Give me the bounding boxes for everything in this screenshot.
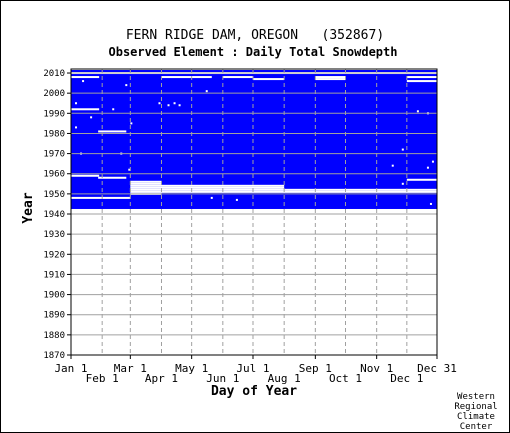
- missing-data-speck: [205, 90, 208, 93]
- missing-data-gap: [406, 80, 439, 83]
- y-tick-label: 1910: [43, 270, 65, 280]
- y-tick-label: 1970: [43, 150, 65, 160]
- y-tick-label: 1900: [43, 291, 65, 301]
- missing-data-gap: [71, 174, 100, 177]
- missing-data-gap: [71, 108, 100, 111]
- missing-data-speck: [128, 168, 131, 171]
- x-axis-ticks: Jan 1 Mar 1 May 1 Jul 1 Sep 1 Nov 1 Dec 31 Feb …: [54, 355, 457, 385]
- missing-data-gap: [252, 78, 285, 81]
- y-tick-label: 2010: [43, 69, 65, 79]
- missing-data-speck: [75, 126, 78, 129]
- data-coverage-layer: [71, 70, 439, 211]
- missing-data-gap: [71, 76, 100, 79]
- missing-data-gap: [130, 186, 285, 189]
- missing-data-speck: [416, 110, 419, 113]
- x-axis-label: Day of Year: [211, 384, 297, 399]
- y-tick-label: 1960: [43, 170, 65, 180]
- missing-data-gap: [284, 208, 316, 211]
- y-axis-ticks: 1870 1880 1890 1900 1910 1920 1930 1940 1950 1960…: [43, 69, 71, 361]
- missing-data-speck: [158, 102, 161, 105]
- missing-data-gap: [222, 76, 253, 79]
- chart-subtitle: Observed Element : Daily Total Snowdepth: [109, 45, 398, 59]
- missing-data-gap: [71, 196, 131, 199]
- missing-data-speck: [112, 108, 115, 111]
- credit-line-3: Climate: [457, 412, 495, 422]
- x-tick-label: Aug 1: [268, 372, 301, 385]
- y-tick-label: 2000: [43, 89, 65, 99]
- y-tick-label: 1880: [43, 331, 65, 341]
- x-tick-label: Feb 1: [86, 372, 119, 385]
- missing-data-speck: [235, 198, 238, 201]
- missing-data-speck: [401, 148, 404, 151]
- plot-area-border: [70, 68, 438, 356]
- y-tick-label: 1990: [43, 109, 65, 119]
- y-tick-label: 1950: [43, 190, 65, 200]
- missing-data-speck: [401, 182, 404, 185]
- y-tick-label: 1930: [43, 230, 65, 240]
- missing-data-speck: [431, 160, 434, 163]
- missing-data-speck: [429, 202, 432, 205]
- y-tick-label: 1980: [43, 129, 65, 139]
- x-tick-label: Dec 1: [390, 372, 423, 385]
- missing-data-speck: [125, 84, 128, 87]
- x-tick-label: Jan 1: [54, 362, 87, 375]
- missing-data-speck: [178, 104, 181, 107]
- x-tick-label: Jun 1: [206, 372, 239, 385]
- missing-data-gap: [130, 182, 162, 185]
- missing-data-speck: [426, 166, 429, 169]
- x-tick-label: Sep 1: [299, 362, 332, 375]
- missing-data-speck: [173, 102, 176, 105]
- credit-line-2: Regional: [454, 402, 497, 412]
- x-tick-label: Apr 1: [145, 372, 178, 385]
- missing-data-gap: [315, 76, 346, 79]
- y-tick-label: 1920: [43, 250, 65, 260]
- missing-data-gap: [130, 184, 285, 187]
- y-tick-label: 1940: [43, 210, 65, 220]
- missing-data-speck: [210, 196, 213, 199]
- missing-data-speck: [90, 116, 93, 119]
- y-tick-label: 1870: [43, 351, 65, 361]
- missing-data-gap: [98, 130, 127, 133]
- credit-block: Western Regional Climate Center: [454, 392, 497, 432]
- x-tick-label: Mar 1: [114, 362, 147, 375]
- x-tick-label: Dec 31: [417, 362, 457, 375]
- y-axis-label: Year: [21, 192, 36, 223]
- x-tick-label: Jul 1: [236, 362, 269, 375]
- missing-data-speck: [167, 104, 170, 107]
- chart-title: FERN RIDGE DAM, OREGON (352867): [126, 28, 384, 43]
- x-tick-label: Oct 1: [329, 372, 362, 385]
- credit-line-1: Western: [457, 392, 495, 402]
- missing-data-gap: [406, 76, 439, 79]
- x-tick-label: Nov 1: [360, 362, 393, 375]
- missing-data-gap: [98, 176, 127, 179]
- missing-data-gap: [161, 76, 212, 79]
- missing-data-speck: [391, 164, 394, 167]
- missing-data-gap: [406, 178, 439, 181]
- missing-data-speck: [82, 80, 85, 83]
- missing-data-gap: [130, 180, 162, 183]
- x-tick-label: May 1: [175, 362, 208, 375]
- credit-line-4: Center: [460, 422, 493, 432]
- y-tick-label: 1890: [43, 311, 65, 321]
- missing-data-speck: [130, 122, 133, 125]
- missing-data-speck: [75, 102, 78, 105]
- missing-data-gap: [315, 78, 346, 81]
